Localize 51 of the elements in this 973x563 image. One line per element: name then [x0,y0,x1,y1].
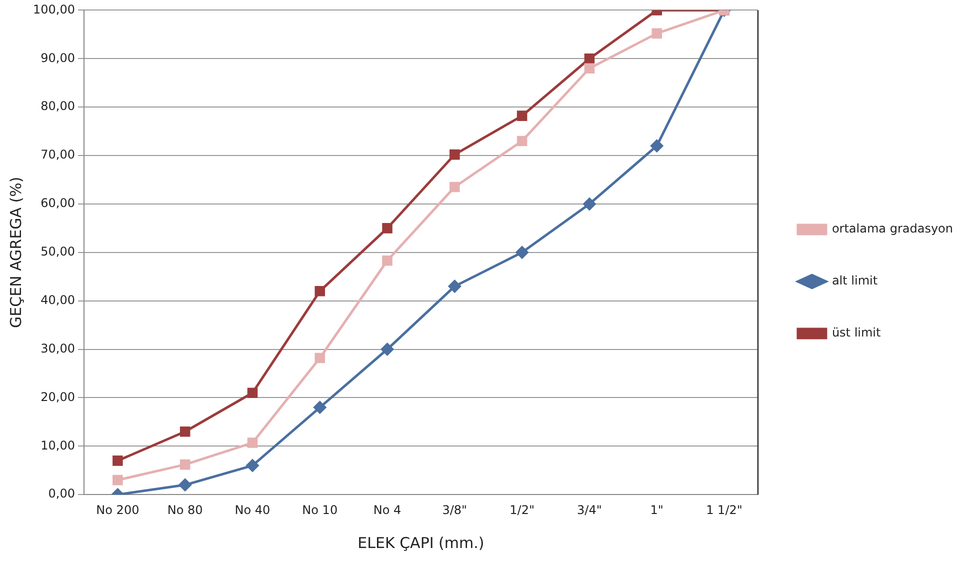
legend-label: üst limit [832,326,882,340]
x-tick-label: No 4 [373,502,402,517]
point [652,28,662,39]
point [382,223,392,234]
y-tick-label: 0,00 [48,486,75,501]
point [583,198,596,210]
legend-label: alt limit [832,274,878,288]
point [314,286,326,296]
point [516,136,528,146]
legend-label: ortalama gradasyon [832,222,954,236]
point [314,352,326,364]
y-axis-title: GEÇEN AGREGA (%) [6,176,25,328]
point [180,459,190,470]
point [584,63,595,74]
point [180,426,190,437]
y-tick-label: 100,00 [32,2,75,16]
point [381,343,394,356]
point [247,388,258,398]
point [516,246,528,259]
y-tick-label: 70,00 [40,148,75,162]
point [314,401,326,414]
x-tick-label: 1" [650,502,664,517]
x-axis-title: ELEK ÇAPI (mm.) [358,534,484,552]
x-tick-label: 1 1/2" [706,502,742,517]
y-tick-label: 50,00 [40,244,75,259]
x-tick-label: No 10 [302,502,338,517]
x-tick-label: No 40 [234,502,270,517]
x-tick-label: 1/2" [510,502,534,517]
y-tick-label: 40,00 [40,292,75,307]
point [650,140,664,152]
point [450,182,460,192]
point [584,54,595,64]
point [516,110,528,121]
y-tick-label: 80,00 [40,99,75,114]
y-tick-label: 90,00 [40,50,75,65]
x-tick-label: 3/8" [442,502,468,517]
y-tick-label: 10,00 [40,438,75,452]
y-tick-label: 30,00 [40,341,75,356]
point [247,438,258,448]
point [112,474,123,486]
point [246,459,259,472]
point [112,456,123,466]
point [382,255,392,266]
y-tick-label: 60,00 [40,196,75,210]
x-tick-label: 3/4" [577,502,602,517]
point [178,478,192,492]
point [448,280,461,293]
y-tick-label: 20,00 [40,390,75,404]
x-tick-label: No 80 [167,502,203,517]
x-tick-label: No 200 [96,502,140,517]
point [450,149,460,160]
